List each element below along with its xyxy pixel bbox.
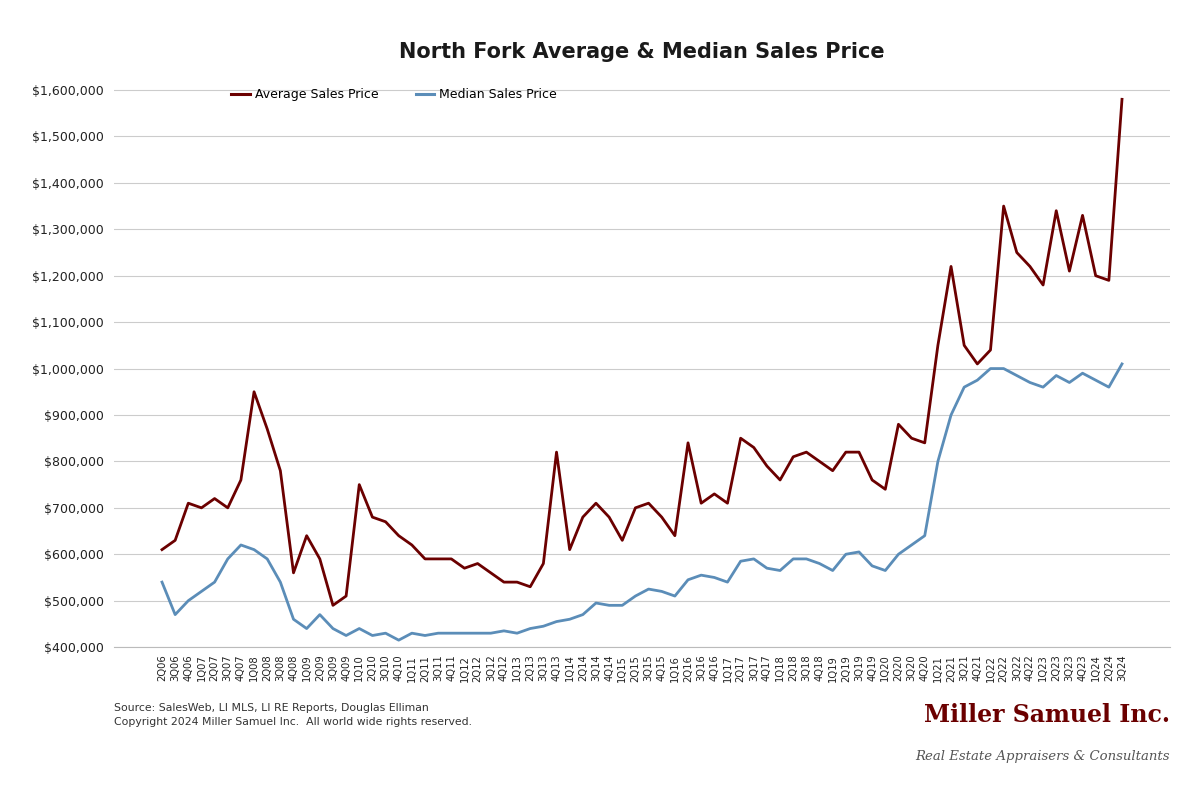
- Median Sales Price: [1115, 359, 1129, 368]
- Average Sales Price: [484, 568, 498, 577]
- Average Sales Price: [707, 489, 721, 499]
- Text: Miller Samuel Inc.: Miller Samuel Inc.: [924, 703, 1170, 727]
- Line: Average Sales Price: Average Sales Price: [162, 99, 1122, 605]
- Median Sales Price: [1036, 383, 1050, 392]
- Text: Source: SalesWeb, LI MLS, LI RE Reports, Douglas Elliman
Copyright 2024 Miller S: Source: SalesWeb, LI MLS, LI RE Reports,…: [114, 703, 472, 727]
- Median Sales Price: [694, 570, 708, 580]
- Median Sales Price: [391, 635, 406, 645]
- Average Sales Price: [378, 517, 392, 526]
- Legend: Average Sales Price, Median Sales Price: Average Sales Price, Median Sales Price: [226, 83, 563, 106]
- Median Sales Price: [155, 577, 169, 587]
- Median Sales Price: [365, 630, 379, 640]
- Average Sales Price: [1115, 94, 1129, 104]
- Average Sales Price: [694, 499, 708, 508]
- Average Sales Price: [325, 600, 340, 610]
- Median Sales Price: [352, 624, 366, 634]
- Median Sales Price: [707, 572, 721, 582]
- Text: Real Estate Appraisers & Consultants: Real Estate Appraisers & Consultants: [916, 750, 1170, 763]
- Average Sales Price: [365, 512, 379, 522]
- Title: North Fork Average & Median Sales Price: North Fork Average & Median Sales Price: [400, 41, 884, 62]
- Average Sales Price: [1036, 280, 1050, 290]
- Median Sales Price: [484, 628, 498, 638]
- Average Sales Price: [155, 545, 169, 554]
- Line: Median Sales Price: Median Sales Price: [162, 364, 1122, 640]
